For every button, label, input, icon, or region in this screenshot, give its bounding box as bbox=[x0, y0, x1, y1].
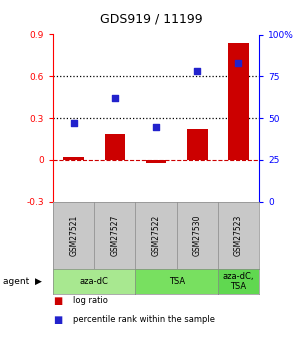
Bar bbox=[146, 160, 166, 163]
Text: TSA: TSA bbox=[168, 277, 185, 286]
Text: log ratio: log ratio bbox=[73, 296, 108, 305]
Text: aza-dC,
TSA: aza-dC, TSA bbox=[223, 272, 254, 291]
Bar bbox=[105, 134, 125, 160]
Bar bbox=[187, 129, 208, 160]
Text: GSM27522: GSM27522 bbox=[152, 215, 161, 256]
Text: GSM27527: GSM27527 bbox=[110, 215, 119, 256]
Text: GSM27523: GSM27523 bbox=[234, 215, 243, 256]
Bar bbox=[63, 157, 84, 160]
Text: ■: ■ bbox=[53, 296, 62, 306]
Point bbox=[154, 124, 158, 129]
Text: GSM27530: GSM27530 bbox=[193, 215, 202, 256]
Point bbox=[71, 120, 76, 126]
Text: percentile rank within the sample: percentile rank within the sample bbox=[73, 315, 215, 324]
Text: GDS919 / 11199: GDS919 / 11199 bbox=[100, 12, 203, 25]
Text: ■: ■ bbox=[53, 315, 62, 325]
Bar bbox=[228, 43, 249, 160]
Text: aza-dC: aza-dC bbox=[80, 277, 109, 286]
Text: GSM27521: GSM27521 bbox=[69, 215, 78, 256]
Point bbox=[236, 60, 241, 66]
Point bbox=[112, 95, 117, 101]
Text: agent  ▶: agent ▶ bbox=[3, 277, 42, 286]
Point bbox=[195, 69, 200, 74]
